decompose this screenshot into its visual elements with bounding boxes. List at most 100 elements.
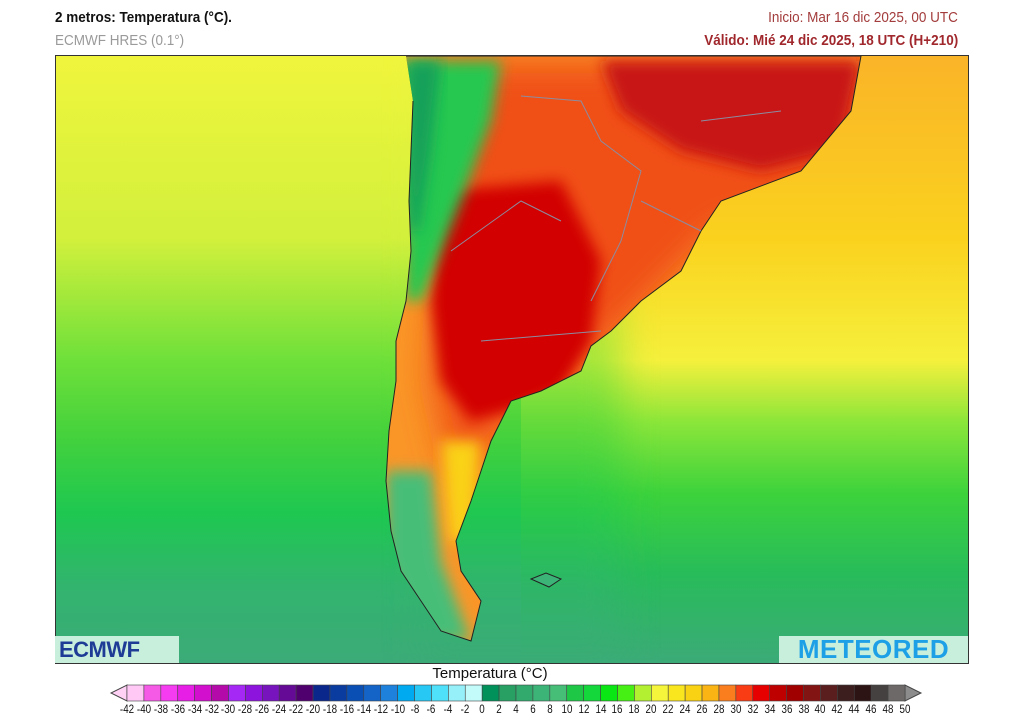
colorbar-swatch (126, 684, 145, 702)
colorbar-swatch (684, 684, 703, 702)
colorbar-tick-label: 44 (848, 704, 860, 716)
colorbar-swatch (177, 684, 195, 702)
colorbar-tick-label: 22 (662, 704, 674, 716)
colorbar-tick-label: -20 (305, 704, 321, 716)
colorbar-swatch (870, 684, 889, 702)
colorbar-tick-label: 20 (645, 704, 657, 716)
colorbar-swatch (363, 684, 381, 702)
colorbar-over-arrow (904, 684, 923, 702)
colorbar-swatch (262, 684, 280, 702)
colorbar-swatch (380, 684, 398, 702)
colorbar-tick-label: -16 (339, 704, 354, 716)
colorbar-title: Temperatura (°C) (432, 665, 548, 682)
colorbar-tick-label: -10 (390, 704, 405, 716)
colorbar-tick-label: 32 (747, 704, 759, 716)
colorbar-tick-label: 10 (561, 704, 573, 716)
model-label: ECMWF HRES (0.1°) (55, 32, 185, 49)
colorbar-tick-label: 24 (679, 704, 691, 716)
colorbar-tick-label: 42 (831, 704, 843, 716)
colorbar-swatch (431, 684, 449, 702)
colorbar-swatch (651, 684, 669, 702)
colorbar-swatch (735, 684, 754, 702)
colorbar-tick-label: 2 (496, 704, 502, 716)
colorbar-tick-label: -38 (153, 704, 168, 716)
coastline (385, 56, 862, 642)
colorbar-tick-label: 50 (899, 704, 911, 716)
colorbar-tick-label: -26 (255, 704, 270, 716)
colorbar-swatch (228, 684, 246, 702)
colorbar-swatch (448, 684, 466, 702)
colorbar-tick-label: 6 (530, 704, 536, 716)
colorbar-tick-label: 18 (628, 704, 640, 716)
falkland-islands (529, 572, 563, 588)
colorbar-tick-label: -12 (373, 704, 388, 716)
colorbar-swatch (160, 684, 179, 702)
colorbar-swatch (346, 684, 365, 702)
colorbar-swatch (312, 684, 331, 702)
colorbar-swatch (718, 684, 737, 702)
valid-time: Válido: Mié 24 dic 2025, 18 UTC (H+210) (704, 32, 958, 49)
colorbar-swatch (803, 684, 821, 702)
colorbar-swatch (887, 684, 906, 702)
colorbar-swatch (464, 684, 483, 702)
colorbar-tick-label: 34 (764, 704, 776, 716)
colorbar-swatch (786, 684, 804, 702)
colorbar-tick-label: -18 (322, 704, 338, 716)
colorbar-tick-label: 30 (730, 704, 742, 716)
meteored-logo: METEORED (779, 634, 968, 664)
temperature-map[interactable] (55, 55, 969, 664)
colorbar-swatch (549, 684, 568, 702)
colorbar-tick-label: -2 (460, 704, 470, 716)
colorbar-tick-label: -34 (187, 704, 202, 716)
temperature-field (56, 56, 968, 663)
colorbar-swatch (820, 684, 838, 702)
colorbar-tick-label: 36 (781, 704, 793, 716)
colorbar-swatch (853, 684, 872, 702)
colorbar-tick-label: 4 (513, 704, 519, 716)
init-time: Inicio: Mar 16 dic 2025, 00 UTC (768, 9, 958, 26)
ecmwf-logo: ECMWF (55, 636, 179, 663)
colorbar-tick-label: -30 (221, 704, 236, 716)
colorbar-swatch (414, 684, 432, 702)
colorbar-swatch (532, 684, 551, 702)
colorbar-swatch (143, 684, 162, 702)
colorbar-swatch (701, 684, 720, 702)
colorbar-tick-label: 26 (696, 704, 708, 716)
colorbar-tick-label: -32 (204, 704, 219, 716)
colorbar-swatch (295, 684, 314, 702)
colorbar-tick-label: 40 (814, 704, 826, 716)
colorbar-swatch (769, 684, 787, 702)
colorbar-tick-label: -4 (443, 704, 453, 716)
colorbar-swatch (194, 684, 212, 702)
colorbar-swatch (245, 684, 263, 702)
colorbar-ticks: -42 -40 -38 -36 -34 -32 -30 -28 -26 -24 -22 -20 -18-… (0, 704, 1024, 720)
colorbar-tick-label: -8 (410, 704, 419, 716)
colorbar-swatch (329, 684, 348, 702)
colorbar-tick-label: -14 (356, 704, 371, 716)
colorbar-tick-label: -22 (289, 704, 304, 716)
colorbar-swatch (211, 684, 229, 702)
meteored-logo-text: METEORED (797, 634, 950, 664)
colorbar-tick-label: 12 (578, 704, 590, 716)
colorbar-swatch (617, 684, 635, 702)
colorbar-tick-label: 0 (479, 704, 485, 716)
colorbar-swatch (634, 684, 652, 702)
colorbar-tick-label: -42 (119, 704, 135, 716)
colorbar-tick-label: -40 (136, 704, 151, 716)
colorbar-swatch (515, 684, 534, 702)
colorbar-swatch (566, 684, 584, 702)
colorbar-swatch (278, 684, 297, 702)
colorbar-swatch (837, 684, 855, 702)
colorbar-tick-label: -28 (238, 704, 253, 716)
colorbar-tick-label: 46 (865, 704, 877, 716)
map-title: 2 metros: Temperatura (°C). (55, 9, 232, 26)
colorbar-swatch (752, 684, 770, 702)
ecmwf-logo-text: ECMWF (59, 636, 140, 662)
colorbar-tick-label: -24 (272, 704, 287, 716)
colorbar-tick-label: -6 (427, 704, 436, 716)
colorbar-tick-label: 14 (595, 704, 607, 716)
colorbar-tick-label: 28 (713, 704, 725, 716)
colorbar-swatch (481, 684, 500, 702)
colorbar-swatch (397, 684, 415, 702)
colorbar-tick-label: 48 (882, 704, 894, 716)
